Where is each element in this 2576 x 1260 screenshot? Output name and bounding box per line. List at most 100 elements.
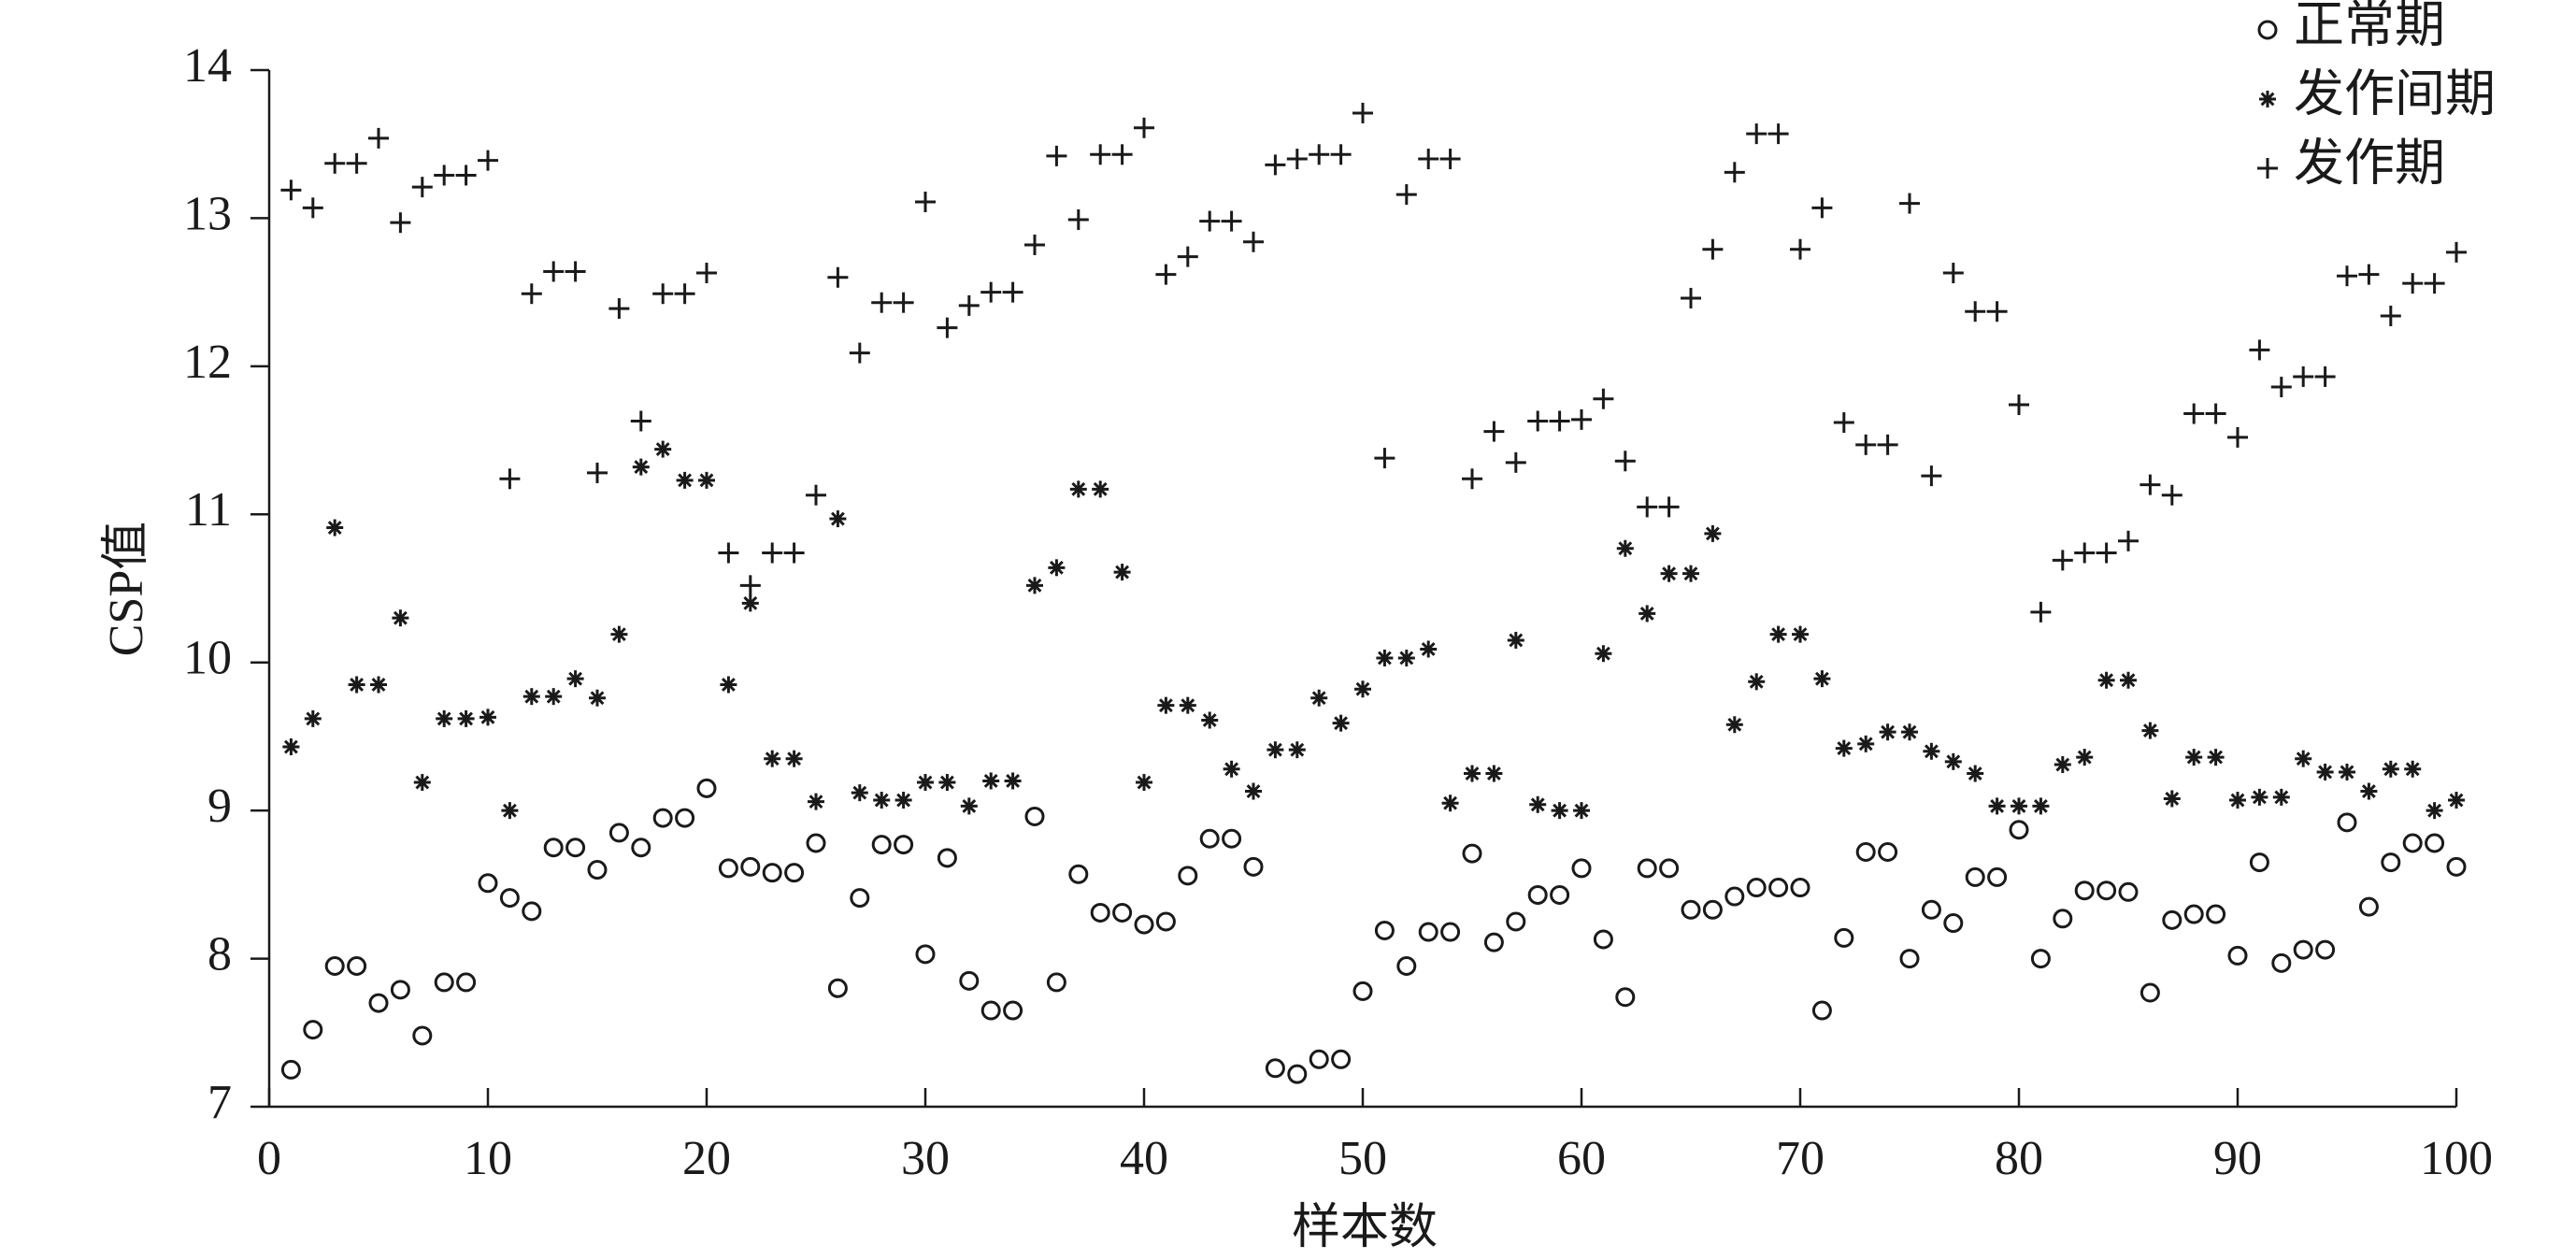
marker-shape xyxy=(1768,878,1789,898)
point xyxy=(1746,123,1767,145)
point xyxy=(1855,842,1876,863)
point xyxy=(1201,711,1219,729)
point xyxy=(1987,866,2008,887)
marker-shape xyxy=(2077,750,2092,765)
point xyxy=(521,283,542,305)
marker-shape xyxy=(2227,945,2248,966)
point xyxy=(1658,496,1680,518)
marker-shape xyxy=(1115,565,1130,580)
point xyxy=(1134,117,1154,138)
point xyxy=(2251,788,2268,806)
point xyxy=(2076,749,2094,766)
marker-shape xyxy=(1202,713,1217,727)
marker-shape xyxy=(939,775,954,790)
point xyxy=(871,292,893,313)
point xyxy=(608,823,629,843)
point xyxy=(1178,866,1198,886)
marker-shape xyxy=(1593,929,1613,950)
point xyxy=(2097,881,2117,901)
point xyxy=(545,688,563,706)
point xyxy=(806,833,826,853)
point xyxy=(2404,760,2422,778)
point xyxy=(2185,749,2203,766)
marker-shape xyxy=(368,993,389,1013)
point xyxy=(2161,484,2182,506)
point xyxy=(1986,301,2008,322)
point xyxy=(1485,765,1503,782)
marker-shape xyxy=(2162,909,2182,930)
point xyxy=(1702,238,1724,260)
point xyxy=(1681,899,1701,920)
point xyxy=(827,978,848,998)
point xyxy=(587,462,608,483)
marker-shape xyxy=(1749,674,1764,689)
marker-shape xyxy=(1311,691,1326,706)
marker-shape xyxy=(874,793,889,808)
point xyxy=(2295,750,2312,767)
point xyxy=(1441,795,1459,812)
point xyxy=(1944,752,1962,770)
point xyxy=(1330,144,1352,165)
point xyxy=(2011,797,2027,815)
point xyxy=(1988,797,2006,815)
point xyxy=(499,468,521,490)
point xyxy=(1724,162,1745,183)
marker-shape xyxy=(2165,792,2180,806)
point xyxy=(1069,480,1087,498)
x-tick-label: 10 xyxy=(464,1132,512,1185)
point xyxy=(893,292,914,313)
marker-shape xyxy=(1199,828,1220,849)
marker-shape xyxy=(1615,987,1636,1008)
x-tick-label: 30 xyxy=(901,1132,950,1185)
point xyxy=(630,410,651,432)
point xyxy=(2358,896,2379,917)
marker-shape xyxy=(1618,541,1633,556)
point xyxy=(938,774,956,792)
point xyxy=(675,808,695,828)
marker-shape xyxy=(2383,762,2398,777)
point xyxy=(2380,305,2401,326)
point xyxy=(1199,828,1220,849)
marker-shape xyxy=(1702,899,1723,920)
marker-shape xyxy=(2293,939,2313,960)
point xyxy=(720,676,737,694)
marker-shape xyxy=(827,978,848,998)
marker-shape xyxy=(608,823,629,843)
marker-shape xyxy=(459,711,474,726)
point xyxy=(1899,949,1920,969)
y-tick-label: 13 xyxy=(183,187,232,240)
point xyxy=(1288,741,1306,759)
point xyxy=(1965,301,1986,322)
point xyxy=(1571,408,1592,430)
y-tick-label: 14 xyxy=(183,39,232,93)
marker-shape xyxy=(2361,784,2376,798)
point xyxy=(2118,530,2139,551)
point xyxy=(2032,797,2050,815)
marker-shape xyxy=(1465,766,1480,780)
point xyxy=(499,888,520,909)
marker-shape xyxy=(1265,1058,1285,1079)
point xyxy=(2337,265,2357,287)
marker-shape xyxy=(2183,904,2204,924)
marker-shape xyxy=(2206,904,2226,924)
point xyxy=(2205,403,2226,424)
point xyxy=(784,863,805,883)
marker-shape xyxy=(478,873,498,894)
point xyxy=(806,484,826,506)
marker-shape xyxy=(2446,856,2467,877)
marker-shape xyxy=(1399,651,1414,666)
marker-shape xyxy=(456,972,477,993)
marker-shape xyxy=(303,1020,323,1040)
point xyxy=(1507,631,1524,649)
marker-shape xyxy=(1902,724,1917,739)
point xyxy=(808,793,824,810)
marker-shape xyxy=(2260,92,2275,107)
point xyxy=(1177,246,1198,267)
marker-shape xyxy=(1727,717,1742,732)
marker-shape xyxy=(1899,949,1920,969)
x-tick-label: 60 xyxy=(1557,1132,1606,1185)
marker-shape xyxy=(2230,793,2245,808)
marker-shape xyxy=(2252,790,2267,805)
marker-shape xyxy=(283,739,298,754)
point xyxy=(1614,451,1636,472)
